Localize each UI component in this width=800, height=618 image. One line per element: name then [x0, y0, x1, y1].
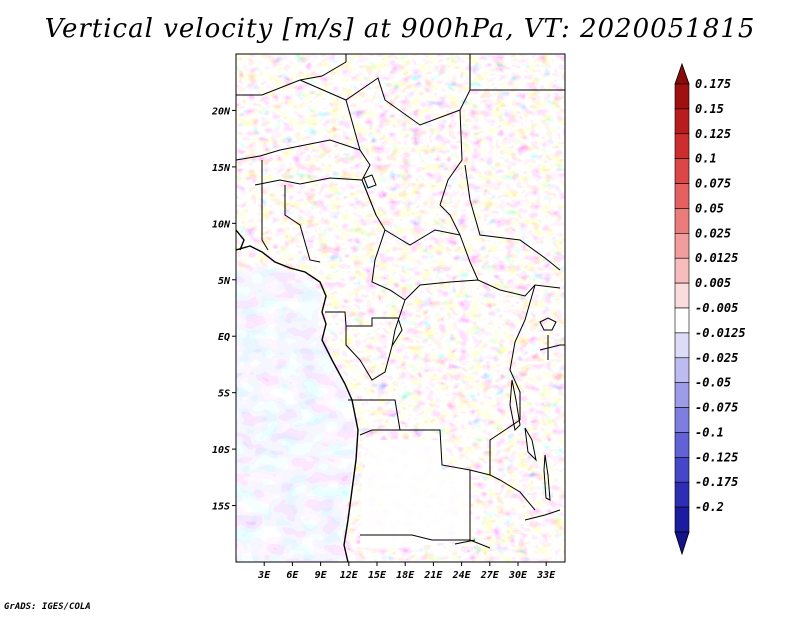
- lon-tick-label: 24E: [452, 570, 472, 581]
- colorbar-label: -0.05: [695, 376, 731, 390]
- colorbar-label: -0.2: [695, 500, 724, 514]
- colorbar-label: 0.1: [695, 152, 717, 166]
- lon-tick-label: 15E: [368, 570, 387, 581]
- lat-tick-label: 5N: [218, 276, 231, 287]
- map-title: Vertical velocity [m/s] at 900hPa, VT: 2…: [44, 14, 756, 44]
- lat-tick-label: EQ: [218, 332, 230, 343]
- latitude-axis: 20N 15N 10N 5N EQ 5S 10S 15S: [211, 106, 236, 513]
- colorbar-swatch: [674, 457, 690, 483]
- colorbar-swatch: [674, 481, 690, 508]
- colorbar-swatch: [674, 257, 690, 284]
- longitude-axis: 3E 6E 9E 12E 15E 18E 21E 24E 27E 30E 33E: [257, 562, 556, 581]
- colorbar-swatch: [674, 208, 690, 234]
- colorbar-swatch: [674, 108, 690, 135]
- colorbar-swatch: [674, 506, 690, 533]
- colorbar-label: 0.05: [695, 201, 724, 215]
- lon-tick-label: 18E: [396, 570, 415, 581]
- colorbar-swatch: [674, 357, 690, 383]
- lon-tick-label: 9E: [315, 570, 328, 581]
- colorbar-swatch: [674, 233, 690, 259]
- coastline: [236, 229, 359, 562]
- colorbar-swatch: [674, 432, 690, 458]
- lat-tick-label: 20N: [211, 106, 231, 117]
- colorbar-label: -0.075: [695, 401, 738, 415]
- lat-tick-label: 10S: [212, 445, 230, 456]
- colorbar: 0.175 0.15 0.125 0.1 0.075 0.05 0.025 0.0125 0.0…: [674, 62, 746, 556]
- colorbar-swatch: [674, 183, 690, 209]
- grads-credit: GrADS: IGES/COLA: [4, 602, 91, 612]
- colorbar-label: 0.005: [695, 276, 731, 290]
- lon-tick-label: 6E: [286, 570, 299, 581]
- lat-tick-label: 15S: [212, 502, 230, 513]
- colorbar-label: 0.15: [695, 102, 724, 116]
- colorbar-label: -0.0125: [695, 326, 746, 340]
- lon-tick-label: 12E: [340, 570, 359, 581]
- lon-tick-label: 3E: [257, 570, 271, 581]
- colorbar-swatch: [674, 282, 690, 309]
- lon-tick-label: 33E: [536, 570, 556, 581]
- colorbar-swatch: [674, 332, 690, 359]
- colorbar-swatch: [674, 158, 690, 184]
- colorbar-label: 0.075: [695, 177, 731, 191]
- lat-tick-label: 15N: [212, 163, 231, 174]
- colorbar-swatch: [674, 83, 690, 110]
- lon-tick-label: 21E: [423, 570, 443, 581]
- colorbar-swatch: [674, 382, 690, 408]
- colorbar-swatch: [674, 133, 690, 159]
- colorbar-label: -0.005: [695, 301, 738, 315]
- colorbar-label: -0.175: [695, 475, 738, 489]
- lon-tick-label: 27E: [480, 570, 500, 581]
- colorbar-label: -0.1: [695, 425, 724, 439]
- colorbar-label: 0.125: [695, 127, 731, 141]
- colorbar-label: 0.175: [695, 77, 731, 91]
- colorbar-swatch: [674, 307, 690, 334]
- lon-tick-label: 30E: [508, 570, 528, 581]
- colorbar-swatch: [674, 407, 690, 433]
- colorbar-label: -0.025: [695, 351, 738, 365]
- lat-tick-label: 5S: [218, 389, 230, 400]
- colorbar-label: -0.125: [695, 450, 738, 464]
- colorbar-label: 0.0125: [695, 251, 738, 265]
- map-frame: [235, 53, 566, 563]
- colorbar-bottom-arrow: [674, 531, 690, 556]
- lat-tick-label: 10N: [212, 219, 231, 230]
- colorbar-top-arrow: [674, 62, 690, 85]
- lakes: [363, 174, 557, 501]
- velocity-field: [236, 54, 565, 562]
- colorbar-label: 0.025: [695, 226, 731, 240]
- country-borders: [236, 54, 565, 549]
